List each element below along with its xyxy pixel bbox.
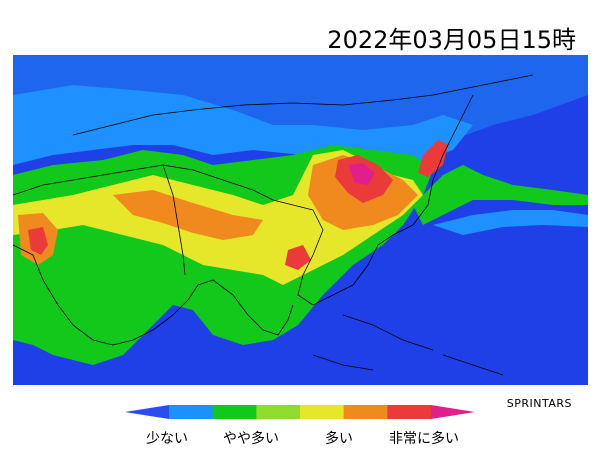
legend-arrow-right: [431, 405, 475, 419]
hotspot-extreme-china: [348, 163, 375, 185]
hotspot-red-seasia: [285, 245, 311, 270]
plume-blue-pacific: [433, 210, 588, 235]
plume-green-pacific: [413, 165, 588, 225]
legend-swatch: [169, 405, 214, 419]
legend-swatch: [212, 405, 257, 419]
coastlines: [13, 74, 534, 346]
map-canvas: [13, 55, 588, 385]
legend-swatch: [256, 405, 301, 419]
legend-colorbar: [125, 405, 475, 419]
legend-label-very-high: 非常に多い: [389, 431, 459, 447]
credit-label: SPRINTARS: [506, 397, 572, 410]
band-lowlevel: [13, 85, 473, 165]
region-japan: [418, 140, 448, 177]
legend-label-slightly-high: やや多い: [223, 431, 279, 447]
legend-labels: 少ない やや多い 多い 非常に多い: [0, 428, 600, 448]
region-orange-india: [113, 190, 263, 240]
legend-swatch: [343, 405, 388, 419]
legend-label-low: 少ない: [146, 431, 188, 447]
islands-se-asia: [312, 314, 504, 376]
timestamp-label: 2022年03月05日15時: [327, 26, 576, 54]
hotspot-red-arabia: [28, 227, 48, 255]
legend-swatch: [387, 405, 432, 419]
legend-arrow-left: [125, 405, 169, 419]
aerosol-map: [13, 55, 588, 385]
legend-swatch: [300, 405, 345, 419]
legend-label-high: 多い: [325, 431, 353, 447]
